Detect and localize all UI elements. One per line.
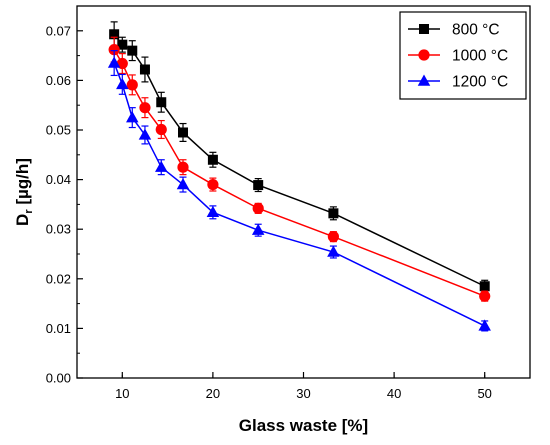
x-tick-label: 40 [387,386,401,401]
y-tick-label: 0.05 [46,123,71,138]
data-point [251,223,265,235]
data-point [139,64,150,75]
data-point [327,231,339,243]
series-0 [109,21,490,293]
y-axis: 0.00 0.01 0.02 0.03 0.04 0.05 0.06 0.07 [46,23,83,386]
data-point [327,245,340,257]
data-point [109,29,120,40]
data-point [138,128,152,140]
data-point [176,178,190,190]
x-tick-label: 10 [115,386,129,401]
legend: 800 °C 1000 °C 1200 °C [399,11,527,100]
data-point [127,45,138,56]
data-point [116,77,129,90]
x-tick-label: 30 [296,386,310,401]
data-point [206,205,220,218]
x-axis: 10 20 30 40 50 [115,372,492,401]
data-point [155,160,168,172]
x-tick-label: 50 [477,386,491,401]
legend-marker [417,74,431,86]
data-point [252,202,264,214]
data-point [155,123,167,136]
data-point [107,56,121,68]
data-point [478,319,491,331]
series-2 [107,50,491,332]
legend-marker [419,24,429,34]
y-tick-label: 0.01 [46,321,71,336]
series-line [113,62,486,327]
y-tick-label: 0.04 [46,172,71,187]
data-point [117,39,128,50]
y-axis-title: Dr [µg/h] [13,158,35,226]
y-axis-title-subscript: r [23,209,35,214]
y-axis-title-unit: [µg/h] [13,158,32,209]
data-point [479,281,490,292]
data-point [126,79,138,91]
legend-label: 1200 °C [452,74,508,91]
data-point [126,111,139,123]
data-point [177,161,189,173]
series-1 [108,36,491,302]
chart-marks [107,21,491,332]
data-point [178,127,189,138]
y-tick-label: 0.07 [46,23,71,38]
data-point [328,208,339,219]
data-point [253,180,264,191]
y-tick-label: 0.06 [46,73,71,88]
y-tick-label: 0.03 [46,222,71,237]
legend-label: 1000 °C [452,48,508,65]
data-point [207,178,219,191]
y-tick-label: 0.00 [46,371,71,386]
legend-label: 800 °C [452,22,500,39]
data-point [156,97,167,108]
data-point [108,44,120,56]
x-axis-title: Glass waste [%] [239,416,368,435]
y-axis-title-main: D [13,214,32,226]
data-point [139,102,151,114]
series-line [113,49,485,297]
y-tick-label: 0.02 [46,271,71,286]
x-tick-label: 20 [206,386,220,401]
data-point [479,290,491,302]
legend-marker [418,49,430,61]
data-point [207,154,218,165]
